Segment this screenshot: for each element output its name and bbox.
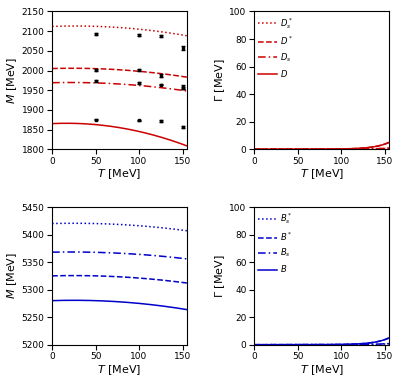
$D_s^*$ (387, 146, 391, 151)
Line: $B_s^*$: $B_s^*$ (254, 344, 389, 345)
Line: $B^*$: $B^*$ (254, 338, 389, 345)
$B^*$ (332, 342, 337, 347)
X-axis label: $T$ [MeV]: $T$ [MeV] (300, 363, 344, 376)
$D$ (325, 147, 330, 151)
$D_s^*$ (332, 147, 337, 151)
$B_s$ (387, 341, 391, 346)
$D_s^*$ (316, 147, 321, 151)
$B^*$ (252, 342, 257, 347)
$D^*$ (252, 147, 257, 152)
$D$ (252, 147, 257, 152)
Line: $D_s$: $D_s$ (254, 148, 389, 149)
$B$ (325, 342, 330, 347)
$D_s$ (325, 147, 330, 151)
$D_s$ (317, 147, 322, 151)
$B_s$ (325, 342, 330, 347)
$D^*$ (317, 147, 322, 151)
$D_s$ (332, 147, 337, 151)
$D_s^*$ (252, 147, 257, 152)
$D$ (317, 147, 322, 151)
$B^*$ (362, 341, 367, 346)
$D_s^*$ (317, 147, 322, 151)
$B$ (383, 337, 388, 342)
Line: $D^*$: $D^*$ (254, 142, 389, 149)
Line: $B_s$: $B_s$ (254, 344, 389, 345)
$D_s^*$ (362, 147, 367, 151)
$D$ (387, 140, 391, 145)
$B_s$ (362, 342, 367, 347)
$B_s^*$ (387, 342, 391, 346)
$B$ (387, 336, 391, 340)
$B_s^*$ (325, 342, 330, 347)
$D^*$ (387, 140, 391, 145)
X-axis label: $T$ [MeV]: $T$ [MeV] (97, 363, 142, 376)
$B_s$ (332, 342, 337, 347)
X-axis label: $T$ [MeV]: $T$ [MeV] (97, 167, 142, 181)
Line: $D_s^*$: $D_s^*$ (254, 148, 389, 149)
$B_s^*$ (332, 342, 337, 347)
Y-axis label: $M$ [MeV]: $M$ [MeV] (5, 57, 19, 104)
$D_s^*$ (325, 147, 330, 151)
$B$ (316, 342, 321, 347)
$D^*$ (383, 141, 388, 146)
Line: $D$: $D$ (254, 142, 389, 149)
$D^*$ (316, 147, 321, 151)
$B^*$ (325, 342, 330, 347)
$B_s^*$ (362, 342, 367, 347)
$D_s^*$ (383, 146, 388, 151)
Legend: $D_s^*$, $D^*$, $D_s$, $D$: $D_s^*$, $D^*$, $D_s$, $D$ (257, 14, 295, 81)
$B^*$ (383, 337, 388, 342)
$D$ (362, 146, 367, 150)
$B_s^*$ (252, 342, 257, 347)
$B^*$ (316, 342, 321, 347)
$B_s$ (383, 341, 388, 346)
Y-axis label: $\Gamma$ [MeV]: $\Gamma$ [MeV] (213, 59, 227, 102)
$D^*$ (325, 147, 330, 151)
$B_s^*$ (317, 342, 322, 347)
Legend: $B_s^*$, $B^*$, $B_s$, $B$: $B_s^*$, $B^*$, $B_s$, $B$ (257, 210, 294, 276)
$B_s$ (317, 342, 322, 347)
Y-axis label: $M$ [MeV]: $M$ [MeV] (5, 252, 19, 300)
Y-axis label: $\Gamma$ [MeV]: $\Gamma$ [MeV] (213, 254, 227, 298)
Line: $B$: $B$ (254, 338, 389, 345)
$D$ (332, 147, 337, 151)
$B$ (252, 342, 257, 347)
$B_s$ (316, 342, 321, 347)
$B$ (317, 342, 322, 347)
$B^*$ (317, 342, 322, 347)
$D$ (316, 147, 321, 151)
$D$ (383, 141, 388, 146)
$B$ (362, 341, 367, 346)
$D_s$ (387, 146, 391, 150)
$B_s$ (252, 342, 257, 347)
$D_s$ (362, 147, 367, 151)
$D_s$ (383, 146, 388, 151)
$D^*$ (362, 146, 367, 150)
$B^*$ (387, 336, 391, 340)
X-axis label: $T$ [MeV]: $T$ [MeV] (300, 167, 344, 181)
$B$ (332, 342, 337, 347)
$B_s^*$ (383, 342, 388, 346)
$D_s$ (316, 147, 321, 151)
$D^*$ (332, 147, 337, 151)
$B_s^*$ (316, 342, 321, 347)
$D_s$ (252, 147, 257, 152)
